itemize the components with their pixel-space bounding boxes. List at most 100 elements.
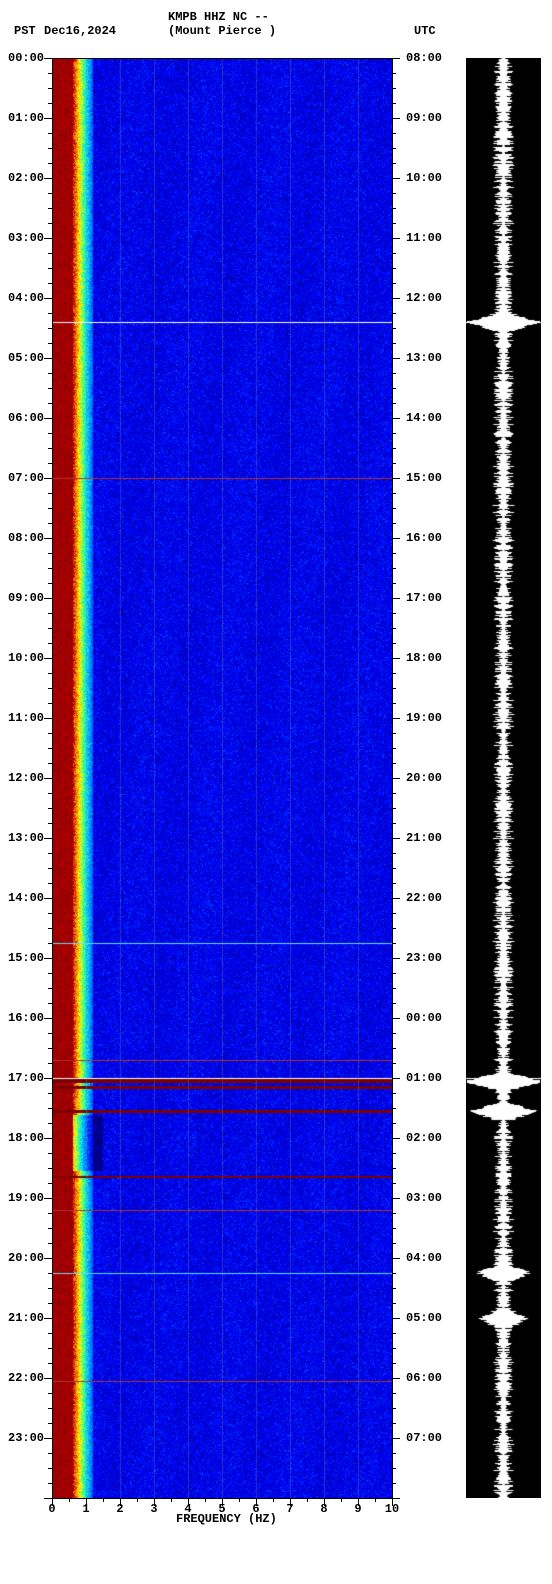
y-tick (392, 343, 396, 344)
y-tick (392, 1333, 396, 1334)
y-tick (48, 988, 52, 989)
y-tick (392, 118, 400, 119)
y-left-label: 03:00 (8, 231, 44, 245)
y-right-label: 11:00 (406, 231, 442, 245)
x-tick-label: 9 (354, 1502, 361, 1516)
y-tick (392, 568, 396, 569)
y-left-label: 22:00 (8, 1371, 44, 1385)
y-tick (48, 1273, 52, 1274)
y-tick (392, 163, 396, 164)
y-tick (392, 898, 400, 899)
y-left-label: 01:00 (8, 111, 44, 125)
y-tick (48, 1093, 52, 1094)
x-axis-title: FREQUENCY (HZ) (176, 1512, 277, 1526)
x-tick-minor (103, 1498, 104, 1502)
y-tick (48, 928, 52, 929)
y-right-label: 03:00 (406, 1191, 442, 1205)
y-tick (392, 943, 396, 944)
y-tick (392, 1288, 396, 1289)
y-tick (48, 1303, 52, 1304)
y-tick (392, 748, 396, 749)
y-tick (44, 1138, 52, 1139)
y-tick (392, 358, 400, 359)
y-tick (392, 793, 396, 794)
y-tick (392, 103, 396, 104)
y-tick (392, 88, 396, 89)
y-left-label: 12:00 (8, 771, 44, 785)
y-tick (392, 448, 396, 449)
y-tick (392, 988, 396, 989)
y-tick (44, 1498, 52, 1499)
y-tick (48, 1393, 52, 1394)
y-tick (392, 1483, 396, 1484)
y-tick (48, 388, 52, 389)
y-tick (392, 1453, 396, 1454)
y-left-label: 13:00 (8, 831, 44, 845)
y-left-label: 20:00 (8, 1251, 44, 1265)
y-tick (44, 658, 52, 659)
y-right-label: 22:00 (406, 891, 442, 905)
y-tick (392, 1093, 396, 1094)
y-right-label: 18:00 (406, 651, 442, 665)
y-tick (44, 1018, 52, 1019)
y-tick (392, 1138, 400, 1139)
y-tick (392, 253, 396, 254)
y-tick (392, 1018, 400, 1019)
y-left-label: 02:00 (8, 171, 44, 185)
x-tick-label: 3 (150, 1502, 157, 1516)
y-tick (392, 508, 396, 509)
y-tick (48, 133, 52, 134)
y-tick (44, 418, 52, 419)
x-tick-label: 10 (385, 1502, 399, 1516)
y-tick (392, 313, 396, 314)
y-tick (392, 418, 400, 419)
y-tick (48, 508, 52, 509)
y-left-label: 18:00 (8, 1131, 44, 1145)
y-tick (44, 178, 52, 179)
y-tick (44, 478, 52, 479)
y-tick (48, 1108, 52, 1109)
y-left-label: 14:00 (8, 891, 44, 905)
y-tick (48, 1183, 52, 1184)
y-tick (48, 1153, 52, 1154)
y-tick (48, 1213, 52, 1214)
y-tick (392, 1423, 396, 1424)
y-tick (392, 1228, 396, 1229)
y-right-label: 15:00 (406, 471, 442, 485)
y-tick (48, 493, 52, 494)
y-tick (392, 1318, 400, 1319)
x-tick-label: 2 (116, 1502, 123, 1516)
y-tick (392, 613, 396, 614)
y-tick (48, 1048, 52, 1049)
y-tick (48, 1333, 52, 1334)
y-left-label: 23:00 (8, 1431, 44, 1445)
y-tick (48, 1408, 52, 1409)
y-tick (48, 403, 52, 404)
y-tick (44, 838, 52, 839)
x-tick-label: 8 (320, 1502, 327, 1516)
y-tick (48, 583, 52, 584)
y-right-label: 23:00 (406, 951, 442, 965)
side-waveform-canvas (466, 58, 541, 1498)
y-tick (392, 628, 396, 629)
x-tick-minor (341, 1498, 342, 1502)
y-tick (44, 238, 52, 239)
y-tick (392, 223, 396, 224)
y-tick (48, 1063, 52, 1064)
y-tick (48, 868, 52, 869)
spectrogram-plot (52, 58, 392, 1498)
y-tick (392, 1498, 400, 1499)
y-tick (48, 628, 52, 629)
y-tick (48, 88, 52, 89)
y-tick (392, 1198, 400, 1199)
y-tick (48, 313, 52, 314)
y-tick (48, 1228, 52, 1229)
y-tick (48, 943, 52, 944)
y-tick (48, 703, 52, 704)
y-tick (392, 58, 400, 59)
y-left-label: 10:00 (8, 651, 44, 665)
y-tick (48, 748, 52, 749)
y-tick (392, 538, 400, 539)
y-tick (44, 1438, 52, 1439)
y-tick (48, 253, 52, 254)
